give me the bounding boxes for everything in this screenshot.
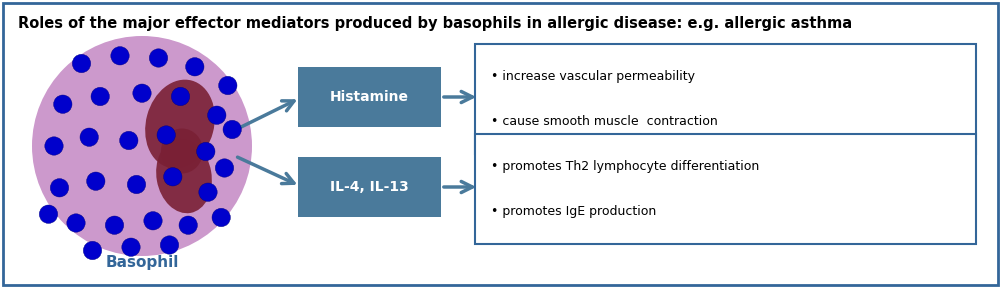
Text: Roles of the major effector mediators produced by basophils in allergic disease:: Roles of the major effector mediators pr… [18,16,852,31]
FancyBboxPatch shape [475,44,976,154]
Circle shape [50,179,69,197]
Text: Basophil: Basophil [105,255,179,270]
Circle shape [215,159,233,177]
Circle shape [163,168,182,186]
Circle shape [45,137,63,155]
Circle shape [199,183,217,201]
Circle shape [160,236,179,254]
Circle shape [157,126,175,144]
Circle shape [171,87,190,106]
Circle shape [54,95,72,113]
Circle shape [207,106,226,124]
Circle shape [80,128,98,146]
Circle shape [144,212,162,230]
Ellipse shape [161,128,203,173]
Circle shape [223,120,241,139]
Circle shape [32,36,252,256]
Text: • cause smooth muscle  contraction: • cause smooth muscle contraction [491,115,718,128]
Circle shape [133,84,151,103]
Circle shape [105,216,124,234]
Text: • promotes Th2 lymphocyte differentiation: • promotes Th2 lymphocyte differentiatio… [491,160,759,173]
Text: Histamine: Histamine [330,90,409,104]
Circle shape [111,47,129,65]
Text: • increase vascular permeability: • increase vascular permeability [491,70,695,83]
FancyBboxPatch shape [475,134,976,244]
Circle shape [218,76,237,95]
Circle shape [122,238,140,256]
Circle shape [72,54,91,73]
Circle shape [39,205,58,223]
Text: IL-4, IL-13: IL-4, IL-13 [330,180,408,194]
Circle shape [67,214,85,232]
FancyBboxPatch shape [298,157,441,217]
Circle shape [83,241,102,260]
Circle shape [185,58,204,76]
Circle shape [127,175,146,194]
Circle shape [91,87,109,106]
Ellipse shape [156,139,212,213]
FancyBboxPatch shape [298,67,441,127]
Ellipse shape [145,80,215,168]
Circle shape [179,216,197,234]
Circle shape [149,49,168,67]
Circle shape [212,208,230,227]
Circle shape [119,131,138,150]
Circle shape [196,142,215,161]
Circle shape [87,172,105,190]
Text: • promotes IgE production: • promotes IgE production [491,205,657,218]
